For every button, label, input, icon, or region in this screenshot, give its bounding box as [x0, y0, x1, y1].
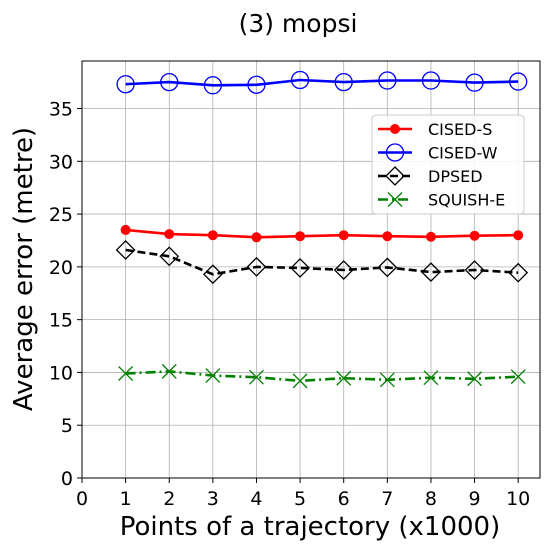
x-axis-ticks: 0 1 2 3 4 5 6 7 8 9 10 [76, 478, 530, 510]
y-axis-label: Average error (metre) [9, 127, 39, 411]
data-point [469, 230, 480, 241]
y-tick-label: 35 [49, 99, 73, 121]
y-tick-label: 15 [49, 310, 73, 332]
y-axis-ticks: 0 5 10 15 20 25 30 35 [49, 99, 82, 490]
data-point [333, 260, 354, 280]
series-layer [115, 70, 529, 389]
x-tick-label: 10 [506, 488, 530, 510]
data-point [421, 262, 441, 283]
data-point [336, 370, 352, 386]
data-point [509, 72, 528, 91]
legend-item: SQUISH-E [378, 191, 505, 210]
data-point [249, 369, 264, 385]
x-tick-label: 0 [76, 488, 88, 510]
data-point [202, 264, 223, 285]
data-point [378, 71, 397, 90]
data-point [164, 229, 175, 240]
x-tick-label: 4 [250, 488, 262, 510]
data-point [423, 370, 439, 386]
y-tick-label: 10 [49, 362, 73, 384]
data-point [203, 76, 223, 95]
x-tick-label: 5 [294, 488, 306, 510]
x-tick-label: 2 [163, 488, 175, 510]
data-point [292, 373, 308, 389]
data-point [207, 230, 218, 241]
y-tick-label: 5 [61, 415, 73, 437]
data-point [421, 71, 441, 90]
y-tick-label: 30 [49, 151, 73, 173]
data-point [377, 257, 398, 278]
legend: CISED-S CISED-W DPSED SQUISH-E [371, 114, 525, 215]
data-point [205, 368, 221, 384]
x-tick-label: 7 [381, 488, 393, 510]
data-point [387, 192, 403, 207]
legend-item: CISED-W [378, 143, 498, 163]
series-squish-e [118, 363, 526, 389]
data-point [385, 166, 405, 186]
legend-item: DPSED [378, 166, 483, 186]
data-point [251, 232, 262, 243]
legend-label: DPSED [428, 167, 483, 186]
data-point [160, 72, 179, 92]
legend-item: CISED-S [378, 120, 492, 139]
data-point [513, 230, 524, 241]
data-point [510, 369, 526, 385]
x-axis-label: Points of a trajectory (x1000) [120, 512, 501, 542]
data-point [295, 231, 306, 242]
data-point [120, 224, 131, 235]
legend-label: SQUISH-E [428, 191, 505, 210]
data-point [390, 124, 400, 134]
series-line [125, 78, 519, 87]
data-point [115, 240, 136, 260]
x-tick-label: 9 [469, 488, 481, 510]
x-tick-label: 3 [207, 488, 219, 510]
data-point [116, 75, 135, 94]
data-point [290, 257, 311, 278]
series-line [125, 370, 519, 383]
legend-box [371, 114, 525, 215]
data-point [338, 230, 349, 241]
y-tick-label: 20 [49, 257, 73, 279]
data-point [118, 366, 134, 381]
x-tick-label: 8 [425, 488, 437, 510]
y-tick-label: 25 [49, 204, 73, 226]
legend-label: CISED-S [428, 120, 492, 139]
data-point [508, 262, 529, 283]
series-dpsed [115, 240, 529, 285]
data-point [159, 246, 180, 267]
series-cised-w [116, 70, 528, 95]
x-tick-label: 6 [338, 488, 350, 510]
y-tick-label: 0 [61, 468, 73, 490]
data-point [425, 231, 436, 242]
series-line [125, 248, 519, 276]
data-point [467, 371, 483, 387]
data-point [385, 143, 405, 162]
series-cised-s [120, 224, 524, 243]
data-point [247, 75, 266, 94]
data-point [161, 363, 177, 379]
data-point [382, 231, 393, 242]
data-point [379, 372, 395, 388]
plot-frame [81, 60, 541, 479]
data-point [464, 260, 485, 280]
x-tick-label: 1 [120, 488, 132, 510]
data-point [334, 72, 353, 92]
legend-label: CISED-W [428, 144, 498, 163]
chart-title: (3) mopsi [239, 9, 358, 38]
data-point [290, 70, 310, 90]
data-point [465, 73, 484, 92]
series-line [125, 228, 519, 239]
data-point [246, 256, 267, 277]
